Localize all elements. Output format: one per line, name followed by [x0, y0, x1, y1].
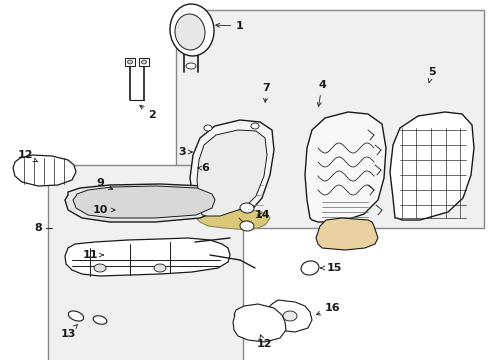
Ellipse shape — [185, 63, 196, 69]
Ellipse shape — [94, 264, 106, 272]
Polygon shape — [315, 218, 377, 250]
Polygon shape — [190, 120, 273, 220]
Polygon shape — [232, 304, 285, 342]
Text: 3: 3 — [178, 147, 192, 157]
Text: 15: 15 — [320, 263, 341, 273]
Polygon shape — [13, 155, 76, 186]
Text: 12: 12 — [256, 335, 271, 349]
Text: 12: 12 — [17, 150, 38, 162]
Ellipse shape — [68, 311, 83, 321]
Text: 16: 16 — [316, 303, 340, 315]
Ellipse shape — [250, 123, 259, 129]
Polygon shape — [389, 112, 473, 220]
Text: 14: 14 — [254, 210, 269, 220]
Text: 4: 4 — [317, 80, 325, 106]
Ellipse shape — [127, 60, 132, 64]
Ellipse shape — [301, 261, 318, 275]
Text: 8: 8 — [34, 223, 42, 233]
Polygon shape — [196, 210, 269, 230]
Polygon shape — [73, 186, 215, 218]
Text: 9: 9 — [96, 178, 112, 189]
Text: 11: 11 — [82, 250, 103, 260]
Polygon shape — [197, 130, 266, 216]
Ellipse shape — [240, 221, 253, 231]
Ellipse shape — [283, 311, 296, 321]
Text: 10: 10 — [92, 205, 115, 215]
Ellipse shape — [240, 203, 253, 213]
Text: 13: 13 — [60, 324, 78, 339]
Bar — [48, 165, 243, 360]
Ellipse shape — [170, 4, 214, 56]
FancyBboxPatch shape — [139, 58, 149, 66]
Ellipse shape — [154, 264, 165, 272]
Text: 5: 5 — [427, 67, 435, 83]
Text: 7: 7 — [262, 83, 269, 102]
Polygon shape — [65, 238, 229, 276]
Text: 1: 1 — [215, 21, 244, 31]
Polygon shape — [65, 184, 224, 222]
Text: 2: 2 — [140, 105, 156, 120]
Ellipse shape — [141, 60, 146, 64]
Bar — [176, 10, 483, 228]
Ellipse shape — [175, 14, 204, 50]
Text: 6: 6 — [198, 163, 208, 173]
Ellipse shape — [203, 125, 212, 131]
Polygon shape — [305, 112, 385, 222]
Polygon shape — [264, 300, 311, 332]
FancyBboxPatch shape — [125, 58, 135, 66]
Ellipse shape — [93, 316, 106, 324]
